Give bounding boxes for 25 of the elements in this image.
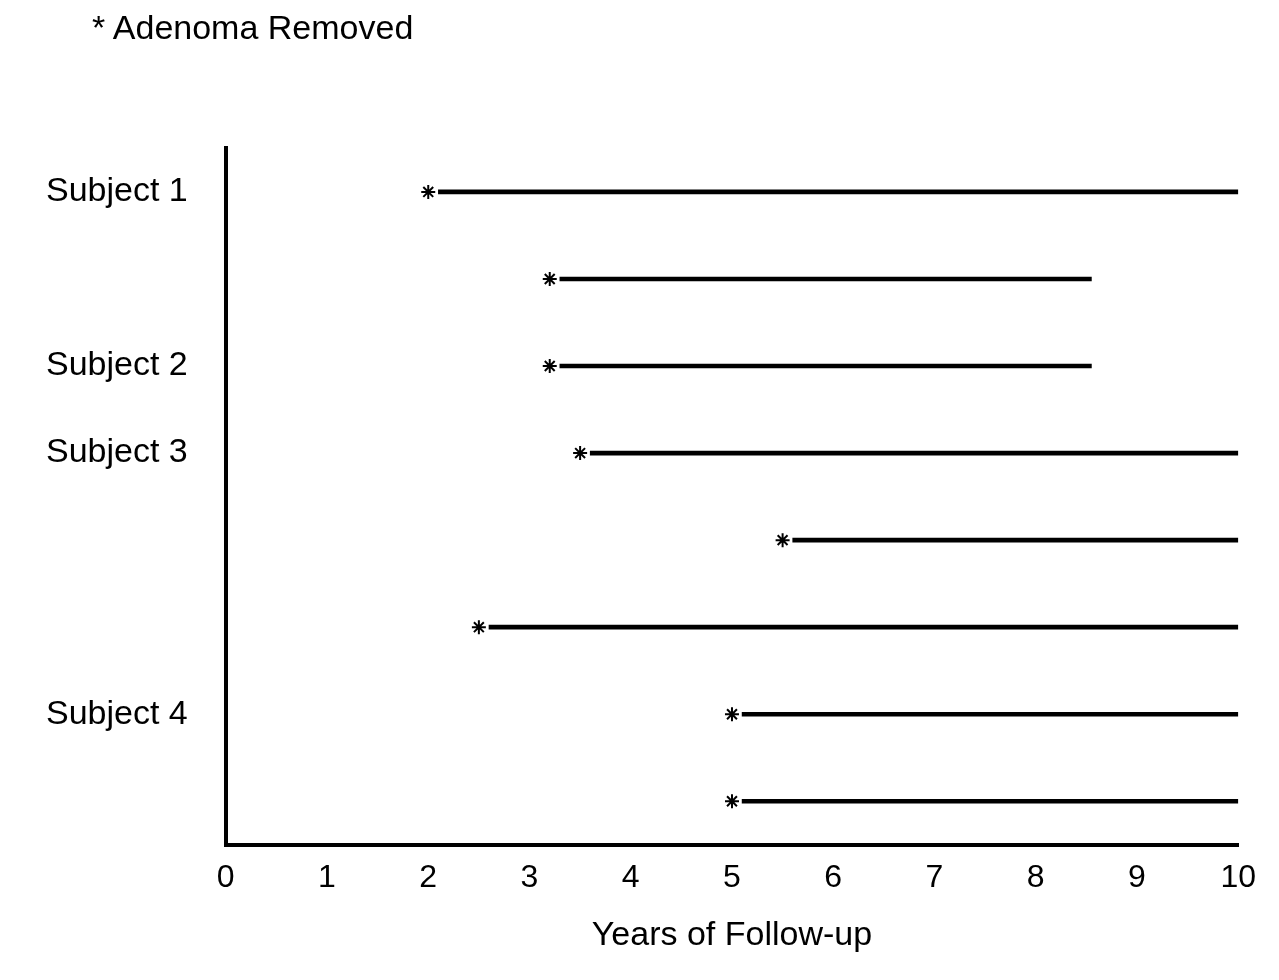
point bbox=[420, 183, 437, 200]
x-tick-label: 5 bbox=[723, 857, 741, 894]
point bbox=[541, 270, 558, 287]
point bbox=[470, 619, 487, 636]
x-tick-label: 0 bbox=[216, 857, 235, 894]
x-tick-label: 1 bbox=[318, 857, 336, 894]
x-tick-label: 6 bbox=[824, 857, 843, 894]
point bbox=[572, 445, 589, 462]
y-tick-label: Subject 3 bbox=[46, 431, 188, 470]
x-axis-title: Years of Follow-up bbox=[591, 913, 873, 952]
y-tick-label: Subject 2 bbox=[46, 344, 188, 383]
x-tick-label: 10 bbox=[1220, 857, 1256, 894]
text: * Adenoma Removed bbox=[92, 8, 414, 47]
y-tick-label: Subject 1 bbox=[46, 170, 188, 209]
x-tick-label: 9 bbox=[1128, 857, 1146, 894]
point bbox=[774, 532, 791, 549]
x-tick-label: 8 bbox=[1026, 857, 1045, 894]
point bbox=[541, 358, 558, 375]
point bbox=[723, 793, 740, 810]
x-tick-label: 4 bbox=[621, 857, 640, 894]
y-tick-label: Subject 4 bbox=[46, 692, 188, 731]
x-tick-label: 7 bbox=[925, 857, 944, 894]
x-tick-label: 2 bbox=[419, 857, 438, 894]
point bbox=[723, 706, 740, 723]
x-tick-label: 3 bbox=[520, 857, 539, 894]
